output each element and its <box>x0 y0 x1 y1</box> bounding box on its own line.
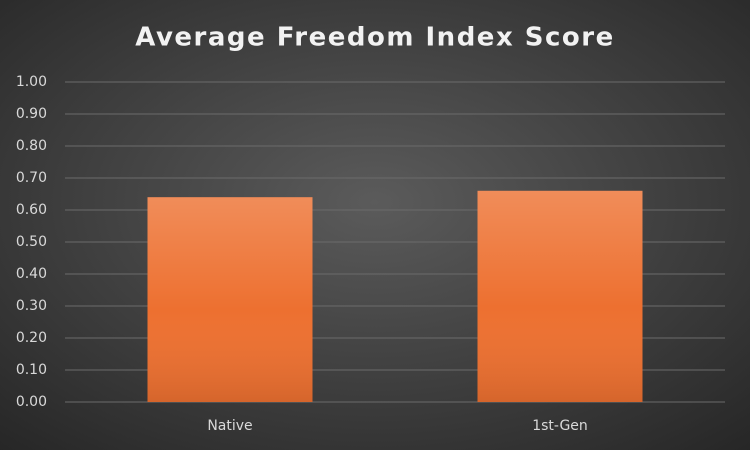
y-tick-label: 0.60 <box>16 202 47 218</box>
y-tick-label: 0.80 <box>16 138 47 154</box>
y-tick-label: 0.20 <box>16 330 47 346</box>
x-tick-label: Native <box>207 418 252 434</box>
y-tick-label: 0.90 <box>16 106 47 122</box>
y-tick-label: 0.70 <box>16 170 47 186</box>
y-tick-label: 0.30 <box>16 298 47 314</box>
y-tick-label: 0.10 <box>16 362 47 378</box>
y-tick-label: 1.00 <box>16 74 47 90</box>
x-tick-label: 1st-Gen <box>532 418 588 434</box>
y-tick-label: 0.50 <box>16 234 47 250</box>
y-tick-label: 0.40 <box>16 266 47 282</box>
chart-title: Average Freedom Index Score <box>135 23 614 53</box>
bar <box>147 197 313 402</box>
y-tick-label: 0.00 <box>16 394 47 410</box>
bar <box>477 190 643 402</box>
